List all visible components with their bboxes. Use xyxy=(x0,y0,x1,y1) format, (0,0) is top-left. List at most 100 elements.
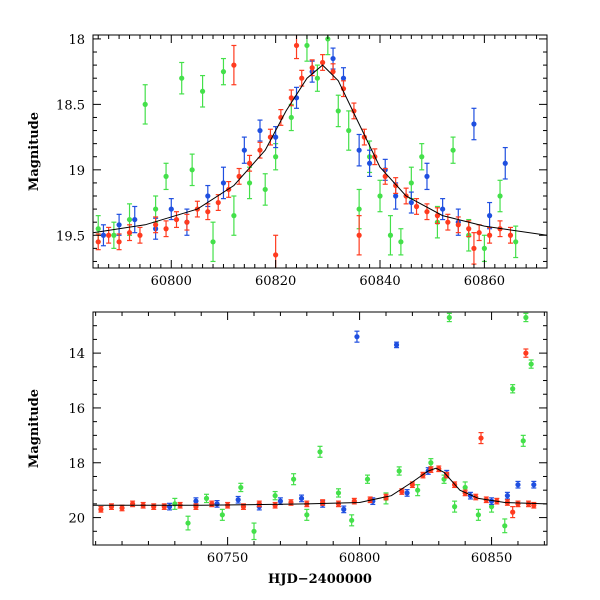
data-point xyxy=(462,484,468,491)
data-point xyxy=(235,497,241,503)
data-point xyxy=(377,193,383,199)
data-point xyxy=(214,501,220,507)
data-point xyxy=(277,498,284,504)
data-point xyxy=(346,127,352,134)
data-point xyxy=(497,193,503,199)
data-point xyxy=(408,199,414,206)
data-point xyxy=(273,252,279,258)
data-point xyxy=(393,342,400,348)
data-point xyxy=(288,114,294,121)
data-point xyxy=(440,206,446,212)
data-point xyxy=(413,203,420,210)
data-point xyxy=(317,449,323,455)
data-point xyxy=(231,62,237,68)
data-point xyxy=(126,230,133,236)
x-tick-label: 60750 xyxy=(207,551,248,566)
data-point xyxy=(203,495,210,501)
x-tick-label: 60820 xyxy=(255,274,296,289)
data-point xyxy=(507,232,514,238)
series-blue xyxy=(166,330,537,514)
model-curve xyxy=(93,64,547,236)
data-point xyxy=(298,495,305,501)
data-point xyxy=(488,504,495,510)
data-point xyxy=(320,499,326,506)
data-point xyxy=(116,239,122,245)
y-axis-title: Magnitude xyxy=(27,389,42,468)
x-tick-label: 60800 xyxy=(151,274,192,289)
data-point xyxy=(184,219,190,225)
data-point xyxy=(126,216,133,223)
data-point xyxy=(272,493,278,499)
data-point xyxy=(356,206,362,212)
data-point xyxy=(299,75,305,81)
data-point xyxy=(219,512,225,518)
data-point xyxy=(419,154,425,160)
data-point xyxy=(525,501,532,507)
data-point xyxy=(510,386,516,392)
data-point xyxy=(185,520,191,526)
data-point xyxy=(396,468,402,474)
data-point xyxy=(240,504,247,510)
data-point xyxy=(515,501,521,507)
x-tick-label: 60800 xyxy=(339,551,380,566)
y-tick-label: 20 xyxy=(68,512,85,527)
data-point xyxy=(309,65,315,71)
data-point xyxy=(231,213,237,219)
data-point xyxy=(528,361,534,367)
data-point xyxy=(481,245,487,251)
data-point xyxy=(205,209,211,215)
x-axis-title: HJD−2400000 xyxy=(268,572,372,587)
data-point xyxy=(424,173,430,179)
data-point xyxy=(272,502,278,508)
data-point xyxy=(95,239,101,245)
data-point xyxy=(523,350,529,356)
data-point xyxy=(486,213,493,219)
data-point xyxy=(273,154,279,160)
data-point xyxy=(478,435,484,441)
y-tick-label: 16 xyxy=(68,402,85,417)
series-blue xyxy=(100,47,508,247)
data-point xyxy=(116,222,122,228)
y-tick-label: 19 xyxy=(68,164,85,179)
data-point xyxy=(471,121,477,127)
data-point xyxy=(393,182,399,189)
data-point xyxy=(199,88,206,94)
data-point xyxy=(486,232,493,238)
data-point xyxy=(304,42,310,49)
data-point xyxy=(502,160,508,166)
data-point xyxy=(173,216,180,223)
series-red xyxy=(95,35,514,268)
data-point xyxy=(163,173,169,179)
plot-frame xyxy=(92,34,548,269)
data-point xyxy=(428,460,434,466)
data-point xyxy=(340,75,347,81)
data-point xyxy=(246,180,253,186)
data-point xyxy=(471,245,477,251)
data-point xyxy=(335,108,341,114)
series-green xyxy=(95,35,519,263)
panel-top: 60800 60820 60840 60860 18 18.5 19 19.5 Magnitud… xyxy=(27,33,548,289)
data-point xyxy=(119,505,125,511)
data-point xyxy=(364,476,371,482)
data-point xyxy=(153,206,159,212)
data-point xyxy=(98,506,104,512)
data-point xyxy=(137,232,143,238)
x-tick-label: 60850 xyxy=(471,551,512,566)
data-point xyxy=(387,232,394,238)
data-point xyxy=(398,239,404,245)
y-tick-label: 19.5 xyxy=(56,229,85,244)
data-point xyxy=(415,487,421,493)
data-point xyxy=(251,528,257,534)
data-point xyxy=(111,232,117,238)
y-tick-label: 18 xyxy=(68,33,85,48)
data-point xyxy=(531,482,537,488)
data-point xyxy=(193,498,199,504)
data-point xyxy=(455,222,461,228)
data-point xyxy=(450,147,456,153)
data-point xyxy=(393,193,399,199)
data-point xyxy=(238,484,244,491)
data-point xyxy=(408,180,414,186)
data-point xyxy=(256,501,262,507)
data-point xyxy=(189,167,195,173)
